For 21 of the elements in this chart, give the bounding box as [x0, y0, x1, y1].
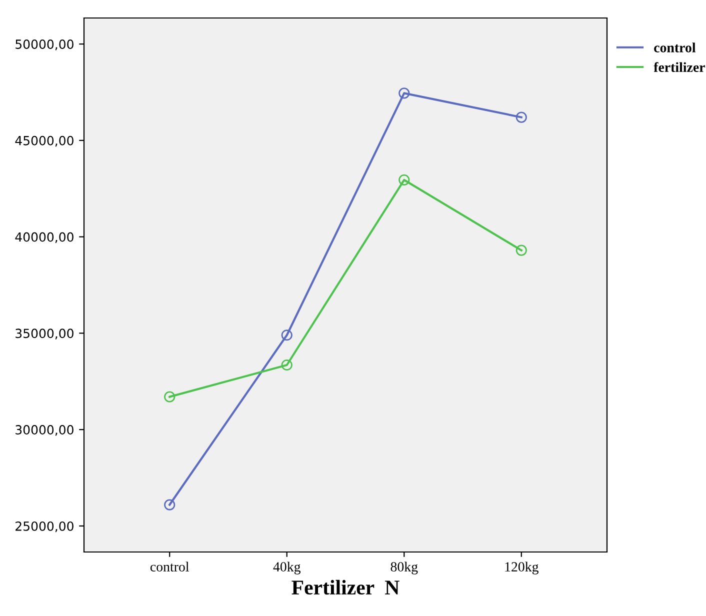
point	[516, 112, 527, 123]
legend-label: control	[654, 42, 696, 52]
y-tick-label: 25000,00	[16, 521, 74, 532]
point	[164, 391, 176, 402]
y-tick-label: 45000,00	[15, 136, 74, 147]
point	[281, 359, 292, 371]
point	[516, 244, 527, 256]
point	[398, 88, 410, 99]
y-tick-label: 40000,00	[15, 232, 74, 244]
x-tick-label: 40kg	[273, 562, 300, 574]
point	[398, 174, 410, 186]
y-tick-label: 35000,00	[16, 328, 74, 340]
y-tick-label: 50000,00	[16, 39, 74, 50]
point	[164, 499, 176, 510]
x-tick-label: 80kg	[390, 562, 418, 574]
legend-label: fertilizer	[654, 62, 705, 72]
x-axis-title: Fertilizer N	[292, 580, 400, 595]
x-tick-label: control	[150, 562, 189, 572]
x-tick-label: 120kg	[505, 562, 538, 574]
y-tick-label: 30000,00	[16, 425, 74, 436]
point	[281, 330, 292, 341]
